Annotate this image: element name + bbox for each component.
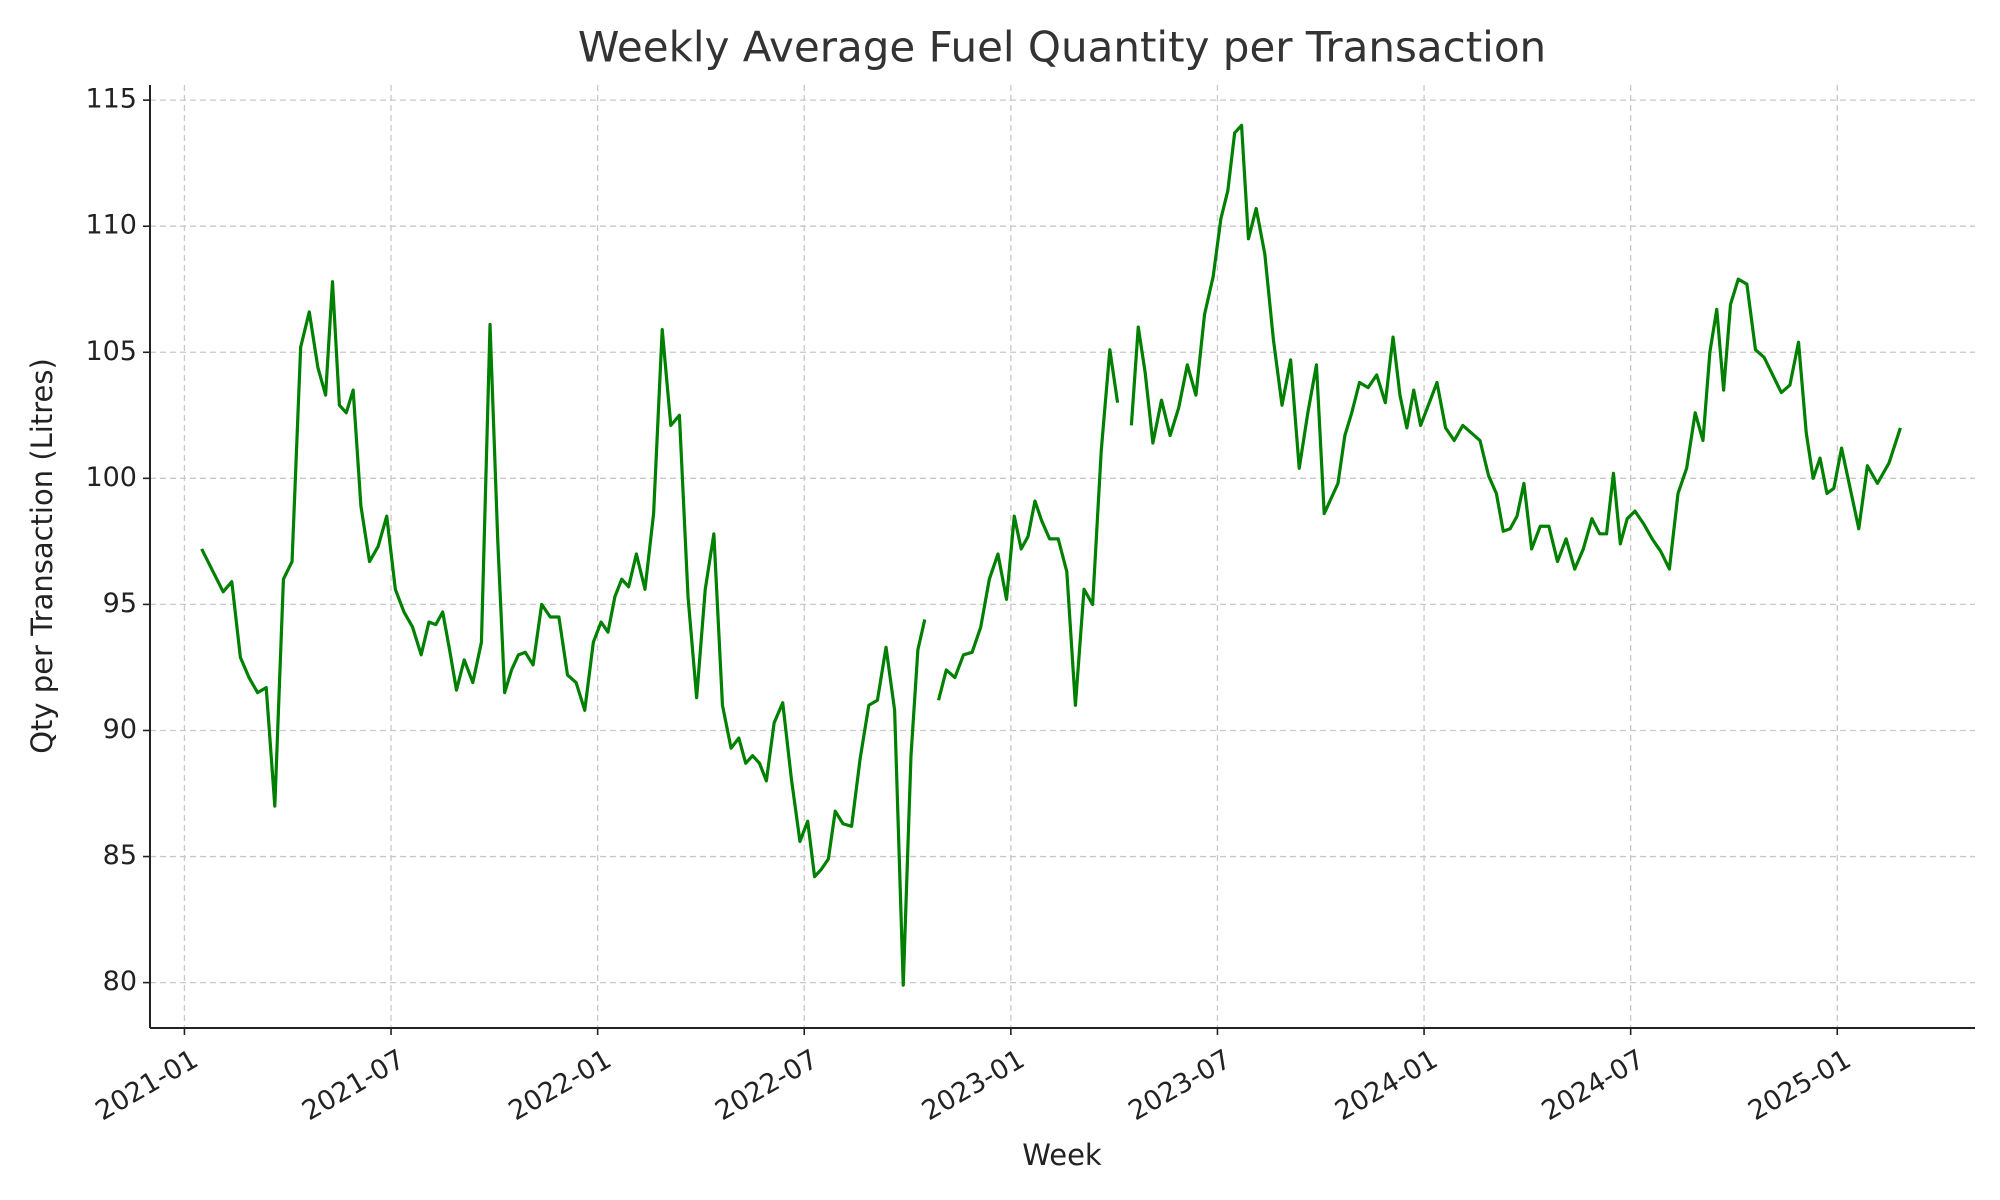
x-tick-label: 2024-07: [1537, 1044, 1650, 1127]
x-tick-label: 2023-07: [1123, 1044, 1236, 1127]
x-tick-label: 2022-01: [504, 1044, 617, 1127]
x-tick-label: 2025-01: [1743, 1044, 1856, 1127]
x-tick-label: 2021-07: [297, 1044, 410, 1127]
x-tick-label: 2024-01: [1330, 1044, 1443, 1127]
x-axis-label: Week: [1022, 1138, 1102, 1172]
y-tick-label: 95: [103, 588, 137, 619]
x-tick-label: 2021-01: [90, 1044, 203, 1127]
data-line: [200, 123, 1902, 987]
x-tick-label: 2022-07: [710, 1044, 823, 1127]
x-tick-label: 2023-01: [917, 1044, 1030, 1127]
y-tick-label: 80: [103, 966, 137, 997]
y-tick-label: 115: [85, 84, 137, 115]
y-axis-label: Qty per Transaction (Litres): [25, 358, 59, 754]
y-tick-label: 100: [85, 462, 137, 493]
y-tick-label: 90: [103, 714, 137, 745]
y-tick-label: 85: [103, 840, 137, 871]
chart-title: Weekly Average Fuel Quantity per Transac…: [578, 23, 1546, 72]
y-tick-label: 110: [85, 210, 137, 241]
y-tick-label: 105: [85, 336, 137, 367]
